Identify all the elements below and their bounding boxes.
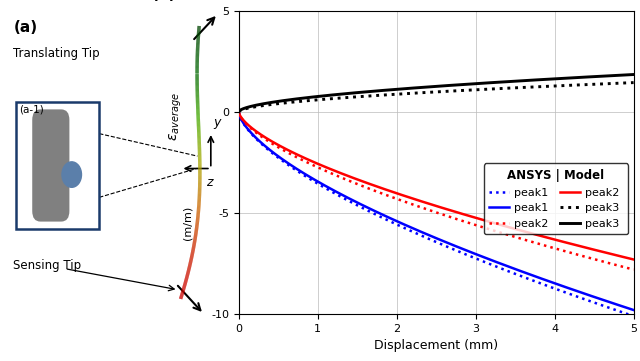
Text: z: z <box>206 176 212 189</box>
Text: Sensing Tip: Sensing Tip <box>13 260 81 273</box>
Text: Translating Tip: Translating Tip <box>13 47 100 60</box>
Text: y: y <box>213 116 221 129</box>
Text: $\times 10^{-3}$: $\times 10^{-3}$ <box>246 0 283 2</box>
Legend: peak1, peak1 , peak2, peak2 , peak3, peak3 : peak1, peak1 , peak2, peak2 , peak3, pea… <box>484 164 628 234</box>
Text: (m/m): (m/m) <box>182 206 193 240</box>
Text: (b): (b) <box>152 0 177 2</box>
Circle shape <box>62 162 81 187</box>
Bar <box>16 102 99 229</box>
X-axis label: Displacement (mm): Displacement (mm) <box>374 339 498 352</box>
Text: $\epsilon_{average}$: $\epsilon_{average}$ <box>168 92 184 142</box>
Text: (a-1): (a-1) <box>19 105 44 115</box>
Text: (a): (a) <box>13 20 38 35</box>
FancyBboxPatch shape <box>32 109 69 222</box>
